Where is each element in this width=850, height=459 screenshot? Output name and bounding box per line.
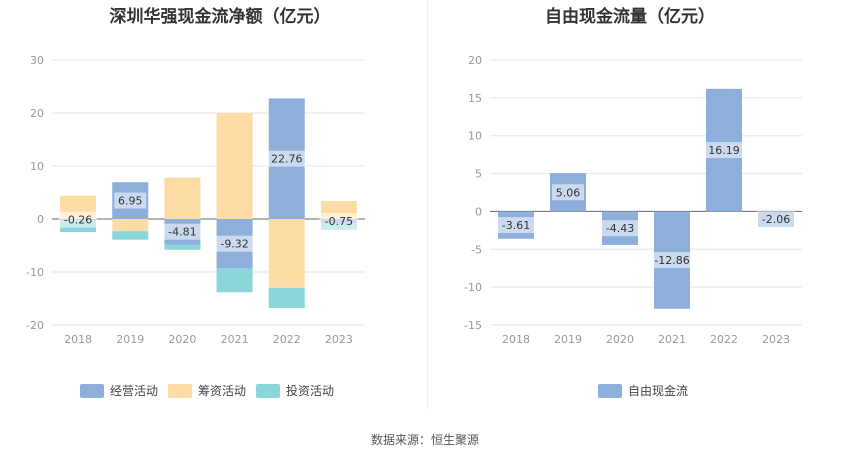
- data-label-bg: [215, 235, 255, 252]
- data-label-bg: [319, 212, 359, 229]
- bar-筹资活动-2022: [268, 219, 305, 288]
- data-label-bg: [600, 220, 640, 237]
- y-tick-label: -5: [471, 243, 482, 256]
- chart-title-right: 自由现金流量（亿元）: [545, 7, 715, 27]
- x-tick-label: 2021: [658, 333, 686, 346]
- data-label-bg: [162, 223, 202, 240]
- data-label: -9.32: [220, 238, 248, 251]
- x-tick-label: 2022: [273, 333, 301, 346]
- y-tick-label: -10: [464, 281, 482, 294]
- data-label: 22.76: [271, 153, 303, 166]
- y-tick-label: -10: [26, 266, 44, 279]
- data-label-bg: [756, 211, 796, 228]
- legend-swatch: [598, 384, 622, 398]
- legend-swatch: [168, 384, 192, 398]
- legend-swatch: [80, 384, 104, 398]
- data-label: -0.26: [64, 214, 92, 227]
- y-tick-label: 10: [30, 160, 44, 173]
- data-label-bg: [267, 150, 307, 167]
- y-tick-label: 0: [37, 213, 44, 226]
- bar-投资活动-2022: [268, 287, 305, 309]
- data-label: -2.06: [762, 213, 790, 226]
- data-label-bg: [496, 217, 536, 234]
- y-tick-label: -20: [26, 319, 44, 332]
- data-label: -4.81: [168, 226, 196, 239]
- x-tick-label: 2020: [168, 333, 196, 346]
- data-label-bg: [649, 252, 695, 269]
- data-label-bg: [552, 184, 584, 201]
- x-tick-label: 2020: [606, 333, 634, 346]
- data-label: 16.19: [708, 144, 740, 157]
- data-label: -0.75: [325, 215, 353, 228]
- y-tick-label: 10: [468, 130, 482, 143]
- data-label-bg: [114, 192, 147, 209]
- x-tick-label: 2023: [762, 333, 790, 346]
- data-label: 6.95: [118, 195, 143, 208]
- legend-label: 投资活动: [286, 383, 334, 398]
- bar-投资活动-2019: [112, 231, 149, 240]
- y-tick-label: 20: [30, 107, 44, 120]
- x-tick-label: 2019: [116, 333, 144, 346]
- data-label: -4.43: [606, 222, 634, 235]
- data-label: -12.86: [654, 254, 689, 267]
- data-label-bg: [704, 142, 744, 159]
- legend-label: 经营活动: [110, 384, 158, 398]
- legend-swatch: [256, 384, 280, 398]
- bar-投资活动-2021: [216, 268, 253, 293]
- y-tick-label: 30: [30, 54, 44, 67]
- data-label: 5.06: [556, 186, 581, 199]
- y-tick-label: 5: [475, 168, 482, 181]
- bar-筹资活动-2021: [216, 113, 253, 219]
- y-tick-label: -15: [464, 319, 482, 332]
- x-tick-label: 2018: [502, 333, 530, 346]
- chart-divider: [427, 0, 428, 410]
- bar-筹资活动-2020: [164, 177, 201, 219]
- y-tick-label: 20: [468, 54, 482, 67]
- y-tick-label: 15: [468, 92, 482, 105]
- legend-label: 筹资活动: [198, 384, 246, 398]
- x-tick-label: 2021: [221, 333, 249, 346]
- x-tick-label: 2018: [64, 333, 92, 346]
- legend-label: 自由现金流: [628, 383, 688, 398]
- bar-筹资活动-2019: [112, 219, 149, 232]
- x-tick-label: 2019: [554, 333, 582, 346]
- bar-投资活动-2020: [164, 244, 201, 250]
- x-tick-label: 2023: [325, 333, 353, 346]
- chart-title-left: 深圳华强现金流净额（亿元）: [109, 7, 331, 27]
- data-label-bg: [58, 211, 98, 228]
- data-source-note: 数据来源：恒生聚源: [370, 433, 479, 447]
- x-tick-label: 2022: [710, 333, 738, 346]
- y-tick-label: 0: [475, 205, 482, 218]
- data-label: -3.61: [502, 219, 530, 232]
